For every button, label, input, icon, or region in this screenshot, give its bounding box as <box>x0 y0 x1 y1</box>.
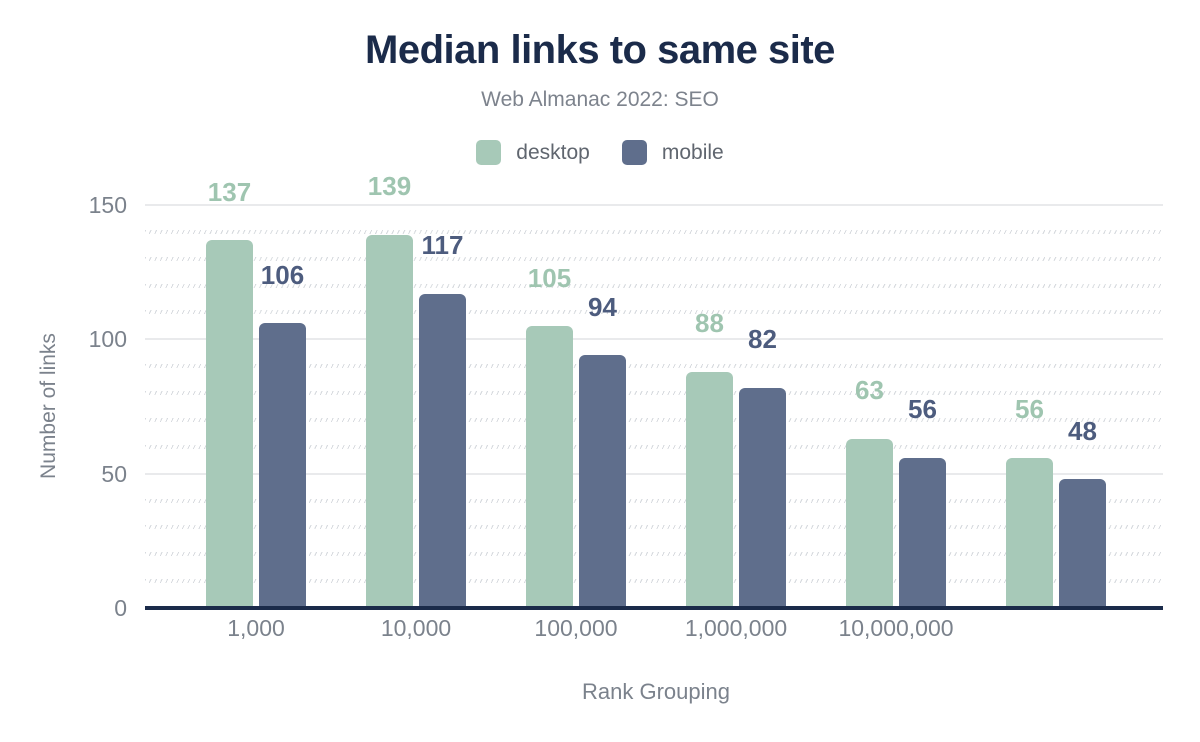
bar-value-desktop-10,000: 139 <box>367 171 412 202</box>
legend-swatch-desktop <box>476 140 502 165</box>
bar-desktop-1,000 <box>206 239 253 608</box>
bar-value-desktop-1,000,000: 88 <box>695 308 724 339</box>
y-tick-label: 150 <box>88 192 127 218</box>
bar-desktop-10,000,000 <box>846 438 893 608</box>
bar-value-mobile-10,000: 117 <box>421 230 464 261</box>
minor-gridline <box>145 498 1163 503</box>
major-gridline <box>145 472 1163 475</box>
bar-desktop-group6 <box>1006 457 1053 608</box>
legend-swatch-mobile <box>621 140 647 165</box>
bar-value-mobile-group6: 48 <box>1068 415 1097 446</box>
x-axis-title: Rank Grouping <box>582 679 730 704</box>
bar-desktop-10,000 <box>366 234 413 608</box>
x-axis-line <box>145 606 1163 610</box>
y-tick-label: 50 <box>101 460 127 487</box>
minor-gridline <box>145 391 1163 396</box>
bar-mobile-group6 <box>1059 479 1106 608</box>
bar-value-mobile-1,000,000: 82 <box>748 324 777 355</box>
chart-title: Median links to same site <box>365 28 835 72</box>
bar-value-mobile-10,000,000: 56 <box>908 394 937 425</box>
bar-value-mobile-1,000: 106 <box>260 259 305 290</box>
bar-mobile-1,000 <box>259 323 306 608</box>
y-tick-label: 100 <box>88 326 127 353</box>
bar-mobile-100,000 <box>579 355 626 608</box>
bar-mobile-10,000 <box>419 293 466 608</box>
major-gridline <box>145 204 1163 206</box>
bar-desktop-100,000 <box>526 325 573 608</box>
bar-mobile-10,000,000 <box>899 457 946 608</box>
x-tick-label: 1,000,000 <box>684 615 788 641</box>
minor-gridline <box>145 552 1163 557</box>
minor-gridline <box>145 417 1163 422</box>
legend-item-mobile[interactable]: mobile <box>621 140 724 165</box>
minor-gridline <box>145 283 1163 288</box>
minor-gridline <box>145 310 1163 315</box>
bar-desktop-1,000,000 <box>686 371 733 608</box>
x-tick-label: 100,000 <box>534 615 618 641</box>
bar-value-desktop-10,000,000: 63 <box>855 375 884 406</box>
plot-area: 137 139 105 88 63 56 106 117 94 82 56 48 <box>145 172 1163 610</box>
y-tick-label: 0 <box>114 595 127 621</box>
x-tick-label: 10,000,000 <box>838 615 954 641</box>
x-tick-label: 10,000 <box>380 615 452 641</box>
minor-gridline <box>145 256 1163 261</box>
x-tick-label: 1,000 <box>227 615 285 641</box>
bar-value-desktop-100,000: 105 <box>527 262 572 293</box>
major-gridline <box>145 338 1163 341</box>
minor-gridline <box>145 444 1163 449</box>
minor-gridline <box>145 364 1163 369</box>
minor-gridline <box>145 525 1163 530</box>
bar-value-mobile-100,000: 94 <box>588 292 617 323</box>
bar-value-desktop-group6: 56 <box>1015 394 1044 425</box>
minor-gridline <box>145 579 1163 584</box>
bar-mobile-1,000,000 <box>739 387 786 608</box>
minor-gridline <box>145 229 1163 234</box>
legend: desktop mobile <box>0 140 1200 165</box>
legend-item-desktop[interactable]: desktop <box>476 140 590 165</box>
y-axis-title: Number of links <box>37 333 60 479</box>
legend-label: mobile <box>661 140 724 164</box>
legend-label: desktop <box>516 140 590 164</box>
chart-subtitle: Web Almanac 2022: SEO <box>481 88 719 111</box>
bar-value-desktop-1,000: 137 <box>207 176 252 207</box>
